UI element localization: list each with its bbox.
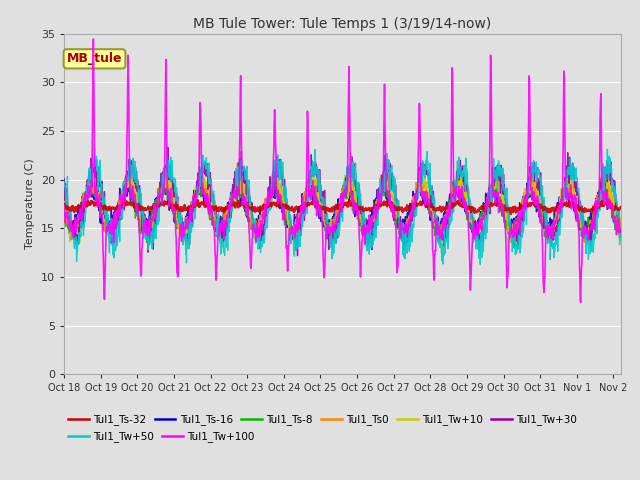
Title: MB Tule Tower: Tule Temps 1 (3/19/14-now): MB Tule Tower: Tule Temps 1 (3/19/14-now… [193,17,492,31]
Y-axis label: Temperature (C): Temperature (C) [26,158,35,250]
Legend: Tul1_Tw+50, Tul1_Tw+100: Tul1_Tw+50, Tul1_Tw+100 [64,427,259,446]
Text: MB_tule: MB_tule [67,52,122,65]
